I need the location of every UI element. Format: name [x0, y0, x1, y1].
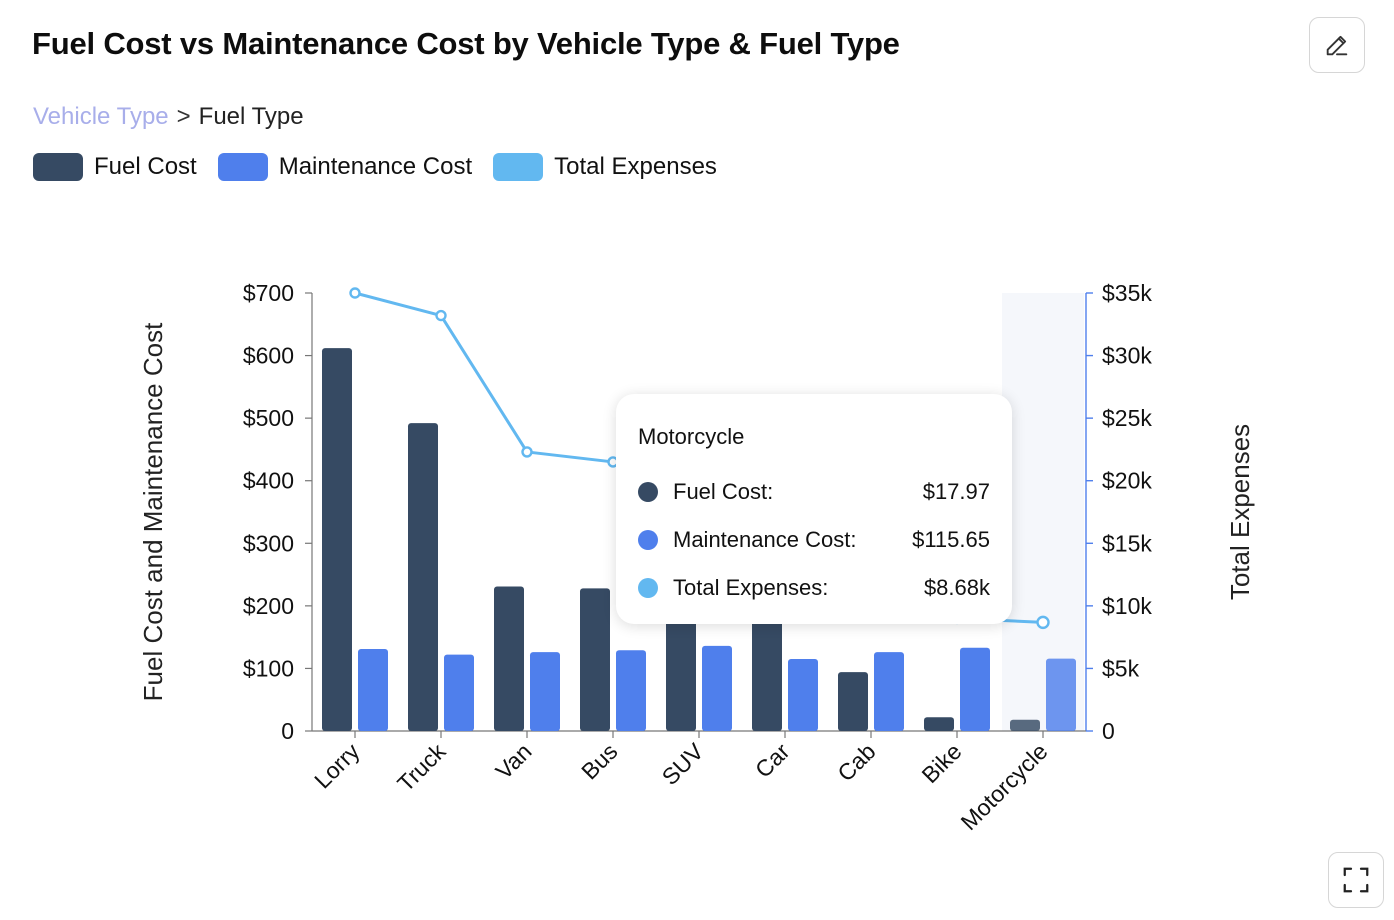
right-axis-tick-label: $15k [1102, 530, 1152, 556]
x-axis-tick-label: Motorcycle [956, 738, 1053, 835]
right-axis-tick-label: $5k [1102, 655, 1140, 681]
left-axis-tick-label: 0 [281, 718, 294, 744]
legend-swatch-fuel-cost [33, 153, 83, 181]
pencil-icon [1326, 35, 1348, 56]
tooltip-dot-maintenance-cost [638, 530, 658, 550]
chart-title: Fuel Cost vs Maintenance Cost by Vehicle… [32, 26, 900, 61]
bar-fuel-cost-cab [838, 672, 868, 731]
tooltip-row-total-expenses: Total Expenses: $8.68k [638, 564, 990, 612]
breadcrumb-vehicle-type[interactable]: Vehicle Type [33, 103, 169, 130]
fullscreen-button[interactable] [1328, 852, 1384, 908]
tooltip-label: Maintenance Cost: [673, 527, 857, 552]
legend-item-total-expenses[interactable]: Total Expenses [493, 153, 717, 181]
right-axis-tick-label: 0 [1102, 718, 1115, 744]
bar-fuel-cost-van [494, 586, 524, 731]
bar-maintenance-cost-car [788, 659, 818, 731]
left-axis-tick-label: $200 [243, 593, 294, 619]
right-axis-tick-label: $35k [1102, 280, 1152, 306]
left-axis-tick-label: $400 [243, 468, 294, 494]
tooltip-value: $17.97 [922, 479, 990, 504]
bar-maintenance-cost-suv [702, 645, 732, 731]
bar-fuel-cost-car [752, 619, 782, 731]
x-axis-tick-label: Bus [576, 738, 622, 784]
legend-label-fuel-cost: Fuel Cost [94, 153, 197, 180]
left-axis-title: Fuel Cost and Maintenance Cost [138, 322, 168, 701]
tooltip-title: Motorcycle [638, 424, 745, 449]
x-axis-tick-label: SUV [657, 738, 709, 790]
point-total-expenses-motorcycle [1036, 615, 1050, 630]
left-axis-tick-label: $500 [243, 405, 294, 431]
tooltip-dot-total-expenses [638, 578, 658, 598]
point-total-expenses-lorry [349, 287, 361, 299]
tooltip-value: $8.68k [923, 575, 990, 600]
point-total-expenses-truck [435, 309, 447, 322]
x-axis-tick-label: Car [750, 738, 795, 783]
left-axis-tick-label: $300 [243, 530, 294, 556]
breadcrumb-separator: > [176, 103, 191, 130]
bar-fuel-cost-suv [666, 618, 696, 731]
bar-fuel-cost-bus [580, 588, 610, 731]
tooltip-value: $115.65 [912, 527, 990, 552]
x-axis-tick-label: Cab [832, 738, 880, 786]
x-axis-tick-label: Bike [917, 738, 967, 788]
legend-swatch-total-expenses [493, 153, 544, 181]
legend-label-total-expenses: Total Expenses [554, 153, 717, 180]
bar-maintenance-cost-lorry [358, 649, 388, 731]
chart-tooltip: Motorcycle Fuel Cost: $17.97 Maintenance… [616, 394, 1012, 624]
right-axis-tick-label: $25k [1102, 405, 1152, 431]
tooltip-row-fuel-cost: Fuel Cost: $17.97 [638, 468, 990, 516]
bar-maintenance-cost-motorcycle [1046, 658, 1076, 731]
left-axis-tick-label: $100 [243, 655, 294, 681]
right-axis-tick-label: $20k [1102, 468, 1152, 494]
expand-icon [1343, 867, 1369, 893]
bar-maintenance-cost-bike [960, 647, 990, 731]
legend-swatch-maintenance-cost [217, 153, 268, 181]
right-axis-tick-label: $10k [1102, 593, 1152, 619]
chart-legend: Fuel Cost Maintenance Cost Total Expense… [33, 153, 738, 181]
legend-label-maintenance-cost: Maintenance Cost [278, 153, 473, 180]
right-axis-tick-label: $30k [1102, 343, 1152, 369]
left-axis-tick-label: $600 [243, 343, 294, 369]
left-axis-tick-label: $700 [243, 280, 294, 306]
edit-button[interactable] [1309, 17, 1365, 73]
breadcrumb-fuel-type: Fuel Type [198, 103, 304, 130]
bar-fuel-cost-bike [924, 717, 954, 731]
bar-fuel-cost-lorry [322, 348, 352, 731]
tooltip-dot-fuel-cost [638, 482, 658, 502]
right-axis-title: Total Expenses [1225, 424, 1255, 600]
tooltip-row-maintenance-cost: Maintenance Cost: $115.65 [638, 516, 990, 564]
x-axis-tick-label: Lorry [309, 738, 365, 794]
tooltip-label: Total Expenses: [673, 575, 829, 600]
bar-fuel-cost-truck [408, 423, 438, 731]
drilldown-breadcrumb: Vehicle Type > Fuel Type [33, 103, 304, 131]
point-total-expenses-van [521, 446, 533, 458]
legend-item-maintenance-cost[interactable]: Maintenance Cost [217, 153, 473, 181]
bar-maintenance-cost-bus [616, 650, 646, 731]
bar-maintenance-cost-cab [874, 652, 904, 731]
x-axis-tick-label: Van [490, 738, 536, 784]
hover-band [1002, 293, 1084, 731]
x-axis-tick-label: Truck [392, 738, 451, 797]
tooltip-label: Fuel Cost: [673, 479, 774, 504]
legend-item-fuel-cost[interactable]: Fuel Cost [33, 153, 197, 181]
bar-fuel-cost-motorcycle [1010, 719, 1040, 731]
bar-maintenance-cost-truck [444, 654, 474, 731]
bar-maintenance-cost-van [530, 652, 560, 731]
